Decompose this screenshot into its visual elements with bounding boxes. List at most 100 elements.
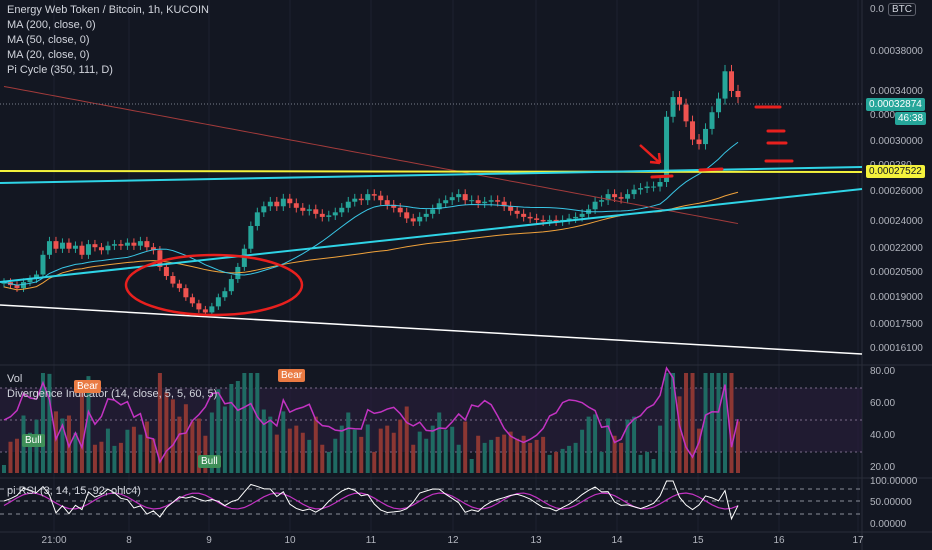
time-label: 17 xyxy=(852,535,864,546)
volume-bar xyxy=(456,444,461,473)
volume-bar xyxy=(723,373,728,473)
volume-bar xyxy=(398,419,403,473)
candle-body xyxy=(137,241,143,246)
volume-bar xyxy=(346,412,351,473)
candle-body xyxy=(59,242,65,249)
volume-bar xyxy=(112,445,117,473)
candle-body xyxy=(729,71,735,91)
volume-bar xyxy=(60,418,65,473)
moving-average-lines xyxy=(3,85,739,291)
candle-body xyxy=(176,283,182,289)
volume-bar xyxy=(2,465,6,473)
red-circle-annotation xyxy=(124,253,304,317)
y-tick: 0.00019000 xyxy=(870,292,923,303)
candle-body xyxy=(215,297,221,307)
volume-bar xyxy=(320,444,325,473)
candle-body xyxy=(521,213,527,217)
vol-label[interactable]: Vol xyxy=(7,373,23,385)
candle-body xyxy=(157,250,163,267)
candle-body xyxy=(1,282,7,284)
rsi-tick: 50.00000 xyxy=(870,497,912,508)
rsi-label[interactable]: pi RSI (3, 14, 15, 92, ohlc4) xyxy=(7,485,141,497)
volume-bar xyxy=(378,428,383,473)
volume-bar xyxy=(261,409,266,473)
candle-body xyxy=(20,282,26,289)
rsi-tick: 0.00000 xyxy=(870,519,907,530)
volume-bar xyxy=(599,451,604,473)
candle-body xyxy=(456,194,462,198)
volume-bar xyxy=(567,445,572,473)
candle-body xyxy=(410,218,416,222)
volume-bar xyxy=(79,389,84,473)
volume-bar xyxy=(281,411,286,473)
volume-bar xyxy=(92,444,97,473)
candle-body xyxy=(709,112,715,129)
candle-body xyxy=(202,309,208,313)
divergence-label[interactable]: Divergence Indicator (14, close, 5, 5, 6… xyxy=(7,388,218,400)
volume-bar xyxy=(430,425,435,473)
candles xyxy=(1,64,741,316)
candle-body xyxy=(469,200,475,202)
y-tick: 0.00020500 xyxy=(870,267,923,278)
candle-body xyxy=(579,213,585,217)
candle-body xyxy=(306,209,312,211)
candle-body xyxy=(644,186,650,189)
pi-cycle-legend[interactable]: Pi Cycle (350, 111, D) xyxy=(7,64,113,76)
volume-bar xyxy=(593,414,598,473)
volume-bar xyxy=(606,418,611,473)
rsi-tick: 100.00000 xyxy=(870,476,918,487)
volume-bar xyxy=(138,434,143,473)
candle-body xyxy=(508,206,514,211)
candle-body xyxy=(378,195,384,201)
candle-body xyxy=(332,212,338,216)
bull-signal: Bull xyxy=(198,455,221,468)
candle-body xyxy=(384,200,390,205)
ma20-legend[interactable]: MA (20, close, 0) xyxy=(7,49,90,61)
volume-bar xyxy=(482,442,487,473)
volume-bar xyxy=(450,426,455,473)
volume-bar xyxy=(508,431,513,473)
y-tick: 0.00024000 xyxy=(870,216,923,227)
volume-bar xyxy=(294,425,299,473)
candle-body xyxy=(365,194,371,201)
volume-bar xyxy=(339,425,344,473)
volume-bar xyxy=(209,412,214,473)
volume-bar xyxy=(268,416,273,473)
candle-body xyxy=(625,194,631,199)
volume-bar xyxy=(105,428,110,473)
candle-body xyxy=(345,201,351,208)
ma50-legend[interactable]: MA (50, close, 0) xyxy=(7,34,90,46)
candle-body xyxy=(46,241,52,255)
candle-body xyxy=(397,207,403,213)
volume-bar xyxy=(157,373,162,473)
symbol-title[interactable]: Energy Web Token / Bitcoin, 1h, KUCOIN xyxy=(7,4,209,16)
candle-body xyxy=(124,242,130,246)
volume-bar xyxy=(703,373,708,473)
volume-bar xyxy=(151,438,156,473)
candle-body xyxy=(475,200,481,204)
candle-body xyxy=(72,245,78,249)
time-label: 13 xyxy=(530,535,542,546)
candle-body xyxy=(696,139,702,145)
candle-body xyxy=(657,182,663,187)
volume-bar xyxy=(469,459,474,473)
y-tick: 0.00016100 xyxy=(870,343,923,354)
time-label: 21:00 xyxy=(41,535,67,546)
volume-bar xyxy=(586,416,591,473)
ma200-legend[interactable]: MA (200, close, 0) xyxy=(7,19,96,31)
candle-body xyxy=(319,213,325,217)
candle-body xyxy=(254,212,260,226)
volume-bar xyxy=(580,429,585,473)
candle-body xyxy=(703,128,709,145)
candle-body xyxy=(53,241,59,249)
candle-body xyxy=(638,188,644,190)
candle-body xyxy=(300,207,306,211)
volume-bar xyxy=(86,376,91,473)
volume-bar xyxy=(170,399,175,473)
currency-button[interactable]: BTC xyxy=(888,3,916,16)
red-dash-annotation xyxy=(650,174,674,179)
candle-body xyxy=(66,242,72,249)
volume-bar xyxy=(645,451,650,473)
candle-body xyxy=(85,244,91,255)
